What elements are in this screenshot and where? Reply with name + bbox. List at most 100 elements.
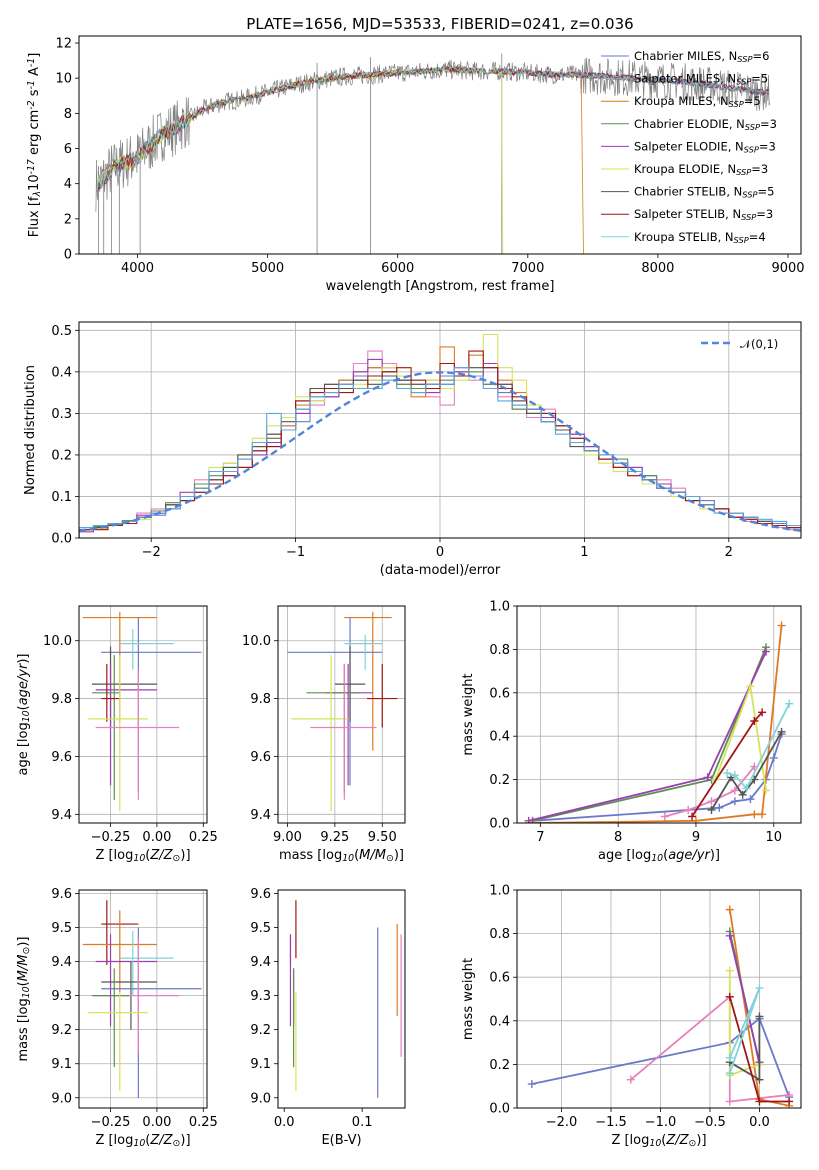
y-tick-label: 0.1: [51, 490, 72, 505]
y-tick-label: 0.8: [489, 643, 510, 658]
plot-area: [82, 611, 202, 812]
weight-marker: [725, 905, 734, 914]
weight-marker: [730, 786, 739, 795]
legend-entry: Salpeter ELODIE, NSSP=3: [634, 139, 776, 154]
x-tick-label: 10: [765, 830, 782, 845]
weight-marker: [725, 1053, 734, 1062]
y-tick-label: 0.4: [489, 1014, 510, 1029]
x-tick-label: 6000: [381, 261, 414, 276]
weight-line: [726, 703, 791, 790]
weight-marker: [761, 786, 770, 795]
y-tick-label: 12: [55, 37, 72, 52]
x-tick-label: 0.00: [142, 830, 171, 845]
legend-entry: Salpeter STELIB, NSSP=3: [634, 207, 773, 222]
y-tick-label: 1.0: [489, 884, 510, 899]
x-axis-label: wavelength [Angstrom, rest frame]: [326, 279, 555, 294]
legend-entry: Chabrier ELODIE, NSSP=3: [634, 117, 777, 132]
legend-entry: Kroupa ELODIE, NSSP=3: [634, 162, 768, 177]
x-axis-label: age [log10(age/yr)]: [598, 848, 720, 864]
x-tick-label: 0.1: [352, 1115, 373, 1130]
y-axis-label: age [log10(age/yr)]: [16, 653, 32, 775]
x-tick-label: 5000: [251, 261, 284, 276]
panel-age-vs-mass: 9.00 9.25 9.50 9.4 9.6 9.8 10.0 mass [log10(M/M…: [242, 605, 406, 864]
y-tick-label: 0.2: [489, 1058, 510, 1073]
weight-marker: [725, 966, 734, 975]
legend-entry: Chabrier STELIB, NSSP=5: [634, 185, 774, 200]
weight-line: [714, 682, 767, 791]
y-tick-label: 9.6: [51, 750, 72, 765]
weight-marker: [746, 682, 755, 691]
weight-line: [691, 711, 763, 817]
x-axis-label: Z [log10(Z/Z⊙)]: [95, 1133, 190, 1149]
panel-spectrum: 4000 5000 6000 7000 8000 9000 0 2 4 6 8 10 12 wavelen…: [26, 35, 805, 294]
x-tick-label: 9.25: [320, 830, 349, 845]
weight-marker: [750, 810, 759, 819]
y-tick-label: 0: [64, 248, 72, 263]
y-tick-label: 0.8: [489, 927, 510, 942]
panel-mass-weight-vs-Z: −2.0 −1.5 −1.0 −0.5 0.0 0.0 0.2 0.4 0.6 0.8 1.0 Z […: [461, 884, 802, 1149]
x-tick-label: 0.0: [749, 1115, 770, 1130]
y-tick-label: 9.1: [250, 1057, 271, 1072]
panel-mass-weight-vs-age: 7 8 9 10 0.0 0.2 0.4 0.6 0.8 1.0 age [log10(age/yr…: [461, 600, 802, 864]
x-tick-label: −0.25: [91, 830, 131, 845]
y-tick-label: 9.3: [250, 989, 271, 1004]
y-axis-label: mass [log10(M/M⊙)]: [16, 937, 32, 1062]
y-tick-label: 0.3: [51, 407, 72, 422]
axes-frame: [78, 605, 208, 824]
normal-curve: [79, 371, 801, 532]
y-tick-label: 9.8: [250, 692, 271, 707]
model-spectrum: [96, 66, 504, 254]
y-axis-label: Normed distribution: [23, 365, 38, 495]
y-tick-label: 9.6: [51, 887, 72, 902]
weight-line: [728, 935, 761, 1063]
plot-area: [95, 53, 771, 254]
x-tick-label: 0: [436, 545, 444, 560]
weight-marker: [730, 771, 739, 780]
x-tick-label: −2.0: [546, 1115, 578, 1130]
y-tick-label: 9.4: [51, 955, 72, 970]
x-tick-label: 8: [614, 830, 622, 845]
weight-marker: [626, 1075, 635, 1084]
x-tick-label: −2: [142, 545, 161, 560]
weight-marker: [703, 773, 712, 782]
plot-area: [82, 900, 202, 1098]
plot-area: [527, 905, 794, 1108]
plot-area: [289, 900, 402, 1098]
y-tick-label: 9.5: [51, 921, 72, 936]
x-tick-label: 0.25: [189, 1115, 218, 1130]
x-tick-label: 4000: [121, 261, 154, 276]
y-tick-label: 9.8: [51, 692, 72, 707]
y-axis-label: Flux [fλ10-17 erg cm-2 s-1 A-1]: [26, 53, 43, 238]
x-tick-label: −1.5: [595, 1115, 627, 1130]
weight-marker: [750, 717, 759, 726]
weight-marker: [785, 1097, 794, 1106]
y-tick-label: 8: [64, 107, 72, 122]
weight-marker: [769, 753, 778, 762]
weight-marker: [527, 1080, 536, 1089]
weight-marker: [758, 810, 767, 819]
weight-marker: [758, 708, 767, 717]
y-tick-label: 0.6: [489, 971, 510, 986]
x-axis-label: E(B-V): [321, 1133, 361, 1148]
legend-entry: Salpeter MILES, NSSP=5: [634, 72, 768, 87]
x-tick-label: 7000: [511, 261, 544, 276]
plot-area: [524, 621, 794, 823]
model-spectrum: [96, 65, 769, 192]
weight-marker: [723, 769, 732, 778]
axes-frame: [78, 889, 208, 1109]
legend-entry: Kroupa STELIB, NSSP=4: [634, 230, 766, 245]
y-tick-label: 0.5: [51, 324, 72, 339]
weight-line: [532, 646, 767, 822]
x-tick-label: −1: [286, 545, 305, 560]
y-tick-label: 0.0: [51, 532, 72, 547]
weight-marker: [691, 816, 700, 823]
y-tick-label: 9.4: [250, 955, 271, 970]
legend-entry: Kroupa MILES, NSSP=5: [634, 94, 761, 109]
panel-mass-vs-Z: −0.25 0.00 0.25 9.0 9.1 9.2 9.3 9.4 9.5 9.6 Z [log…: [16, 887, 218, 1149]
y-tick-label: 4: [64, 177, 72, 192]
x-tick-label: −0.5: [694, 1115, 726, 1130]
x-tick-label: 2: [725, 545, 733, 560]
y-tick-label: 9.4: [51, 808, 72, 823]
weight-marker: [725, 1097, 734, 1106]
